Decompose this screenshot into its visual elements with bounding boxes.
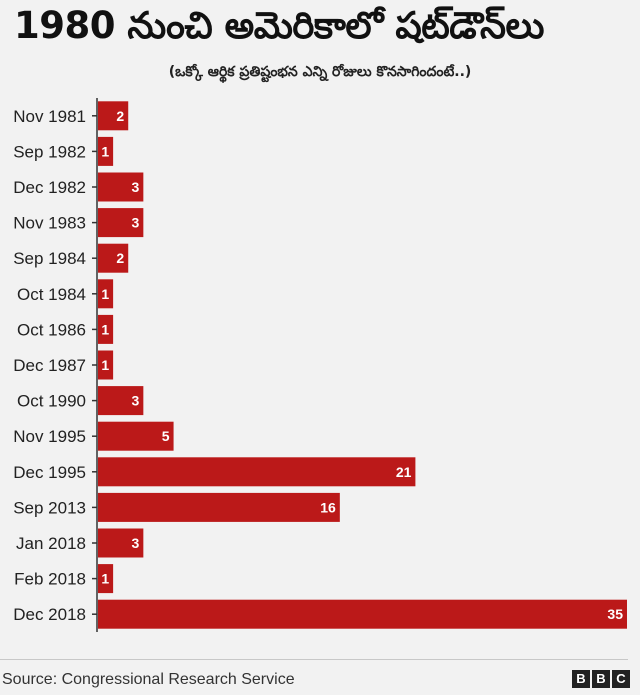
data-label: 3 (132, 393, 140, 409)
data-label: 5 (162, 428, 170, 444)
bar (98, 314, 114, 344)
data-label: 16 (320, 499, 336, 515)
y-tick-label: Feb 2018 (14, 570, 86, 589)
y-tick-label: Dec 2018 (13, 605, 86, 624)
y-tick-label: Sep 1984 (13, 249, 86, 268)
y-tick-label: Dec 1995 (13, 463, 86, 482)
data-label: 1 (101, 357, 109, 373)
data-label: 3 (132, 535, 140, 551)
y-tick-label: Nov 1995 (13, 427, 86, 446)
data-label: 2 (116, 250, 124, 266)
bar (98, 599, 627, 629)
source-note: Source: Congressional Research Service (2, 671, 295, 688)
y-tick-label: Nov 1981 (13, 107, 86, 126)
bar (98, 564, 114, 594)
bar (98, 386, 144, 416)
bar (98, 279, 114, 309)
bar (98, 492, 340, 522)
chart-title: 1980 నుంచి అమెరికాలో షట్‌డౌన్‌లు (14, 4, 544, 47)
bar (98, 136, 114, 166)
bar-chart: Nov 1981 2 Sep 1982 1 Dec 1982 3 Nov 1983 3 Sep … (13, 98, 627, 632)
source-divider (0, 659, 628, 660)
bar (98, 457, 416, 487)
y-tick-label: Sep 2013 (13, 498, 86, 517)
bar (98, 172, 144, 202)
bar (98, 101, 129, 131)
data-label: 35 (607, 606, 623, 622)
data-label: 1 (101, 143, 109, 159)
y-tick-label: Nov 1983 (13, 214, 86, 233)
data-label: 3 (132, 179, 140, 195)
data-label: 1 (101, 286, 109, 302)
bar (98, 208, 144, 238)
data-label: 2 (116, 108, 124, 124)
data-label: 21 (396, 464, 412, 480)
bbc-logo-letter-1: B (572, 670, 590, 688)
y-tick-label: Dec 1987 (13, 356, 86, 375)
bar (98, 421, 174, 451)
data-label: 3 (132, 215, 140, 231)
y-tick-label: Oct 1986 (17, 320, 86, 339)
y-tick-label: Dec 1982 (13, 178, 86, 197)
bar (98, 243, 129, 273)
bar (98, 528, 144, 558)
bbc-logo: B B C (572, 670, 630, 688)
y-tick-label: Oct 1984 (17, 285, 86, 304)
y-tick-label: Sep 1982 (13, 142, 86, 161)
y-tick-label: Oct 1990 (17, 392, 86, 411)
bar (98, 350, 114, 380)
y-tick-label: Jan 2018 (16, 534, 86, 553)
chart-subtitle: (ఒక్కో ఆర్థిక ప్రతిష్టంభన ఎన్ని రోజులు క… (168, 64, 472, 80)
data-label: 1 (101, 321, 109, 337)
bbc-logo-letter-2: B (592, 670, 610, 688)
data-label: 1 (101, 571, 109, 587)
bbc-logo-letter-3: C (612, 670, 630, 688)
